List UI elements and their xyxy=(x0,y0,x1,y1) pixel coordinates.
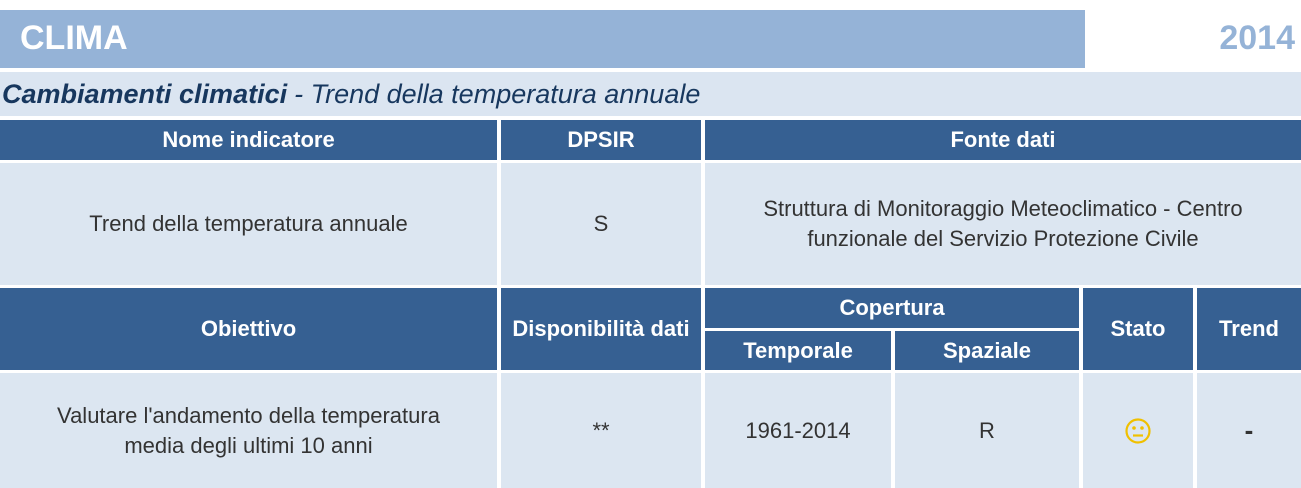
header-cell: Nome indicatore xyxy=(0,120,497,160)
header-cell: Obiettivo xyxy=(0,288,497,370)
cell: Valutare l'andamento della temperatura m… xyxy=(0,373,497,488)
subtitle-indicator: - Trend della temperatura annuale xyxy=(294,78,701,109)
header-cell: Spaziale xyxy=(895,331,1079,370)
cell: Trend della temperatura annuale xyxy=(0,163,497,285)
cell: 1961-2014 xyxy=(705,373,891,488)
cell: R xyxy=(895,373,1079,488)
cell: S xyxy=(501,163,701,285)
cell: - xyxy=(1197,373,1301,488)
cell: Struttura di Monitoraggio Meteoclimatico… xyxy=(705,163,1301,285)
header-cell: Stato xyxy=(1083,288,1193,370)
status-cell xyxy=(1083,373,1193,488)
neutral-face-icon xyxy=(1125,417,1151,444)
header-cell: Fonte dati xyxy=(705,120,1301,160)
title: CLIMA xyxy=(0,10,1085,68)
cell: ** xyxy=(501,373,701,488)
header-cell: Temporale xyxy=(705,331,891,370)
year: 2014 xyxy=(1219,19,1295,58)
header-cell: DPSIR xyxy=(501,120,701,160)
subtitle: Cambiamenti climatici - Trend della tempe… xyxy=(0,72,1301,116)
header-cell: Disponibilità dati xyxy=(501,288,701,370)
subtitle-topic: Cambiamenti climatici xyxy=(2,78,288,109)
header-cell: Copertura xyxy=(705,288,1079,328)
header-cell: Trend xyxy=(1197,288,1301,370)
